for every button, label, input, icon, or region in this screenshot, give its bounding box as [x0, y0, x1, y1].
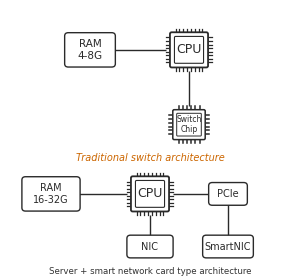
FancyBboxPatch shape [209, 183, 247, 205]
Text: SmartNIC: SmartNIC [205, 242, 251, 252]
Text: Switch
Chip: Switch Chip [176, 115, 202, 134]
FancyBboxPatch shape [175, 37, 204, 63]
Text: PCIe: PCIe [217, 189, 239, 199]
FancyBboxPatch shape [170, 32, 208, 67]
Text: Traditional switch architecture: Traditional switch architecture [76, 153, 224, 163]
FancyBboxPatch shape [173, 110, 205, 140]
Text: Server + smart network card type architecture: Server + smart network card type archite… [49, 267, 251, 276]
FancyBboxPatch shape [127, 235, 173, 258]
Text: RAM
4-8G: RAM 4-8G [77, 39, 103, 61]
Text: NIC: NIC [142, 242, 158, 252]
Text: RAM
16-32G: RAM 16-32G [33, 183, 69, 205]
Text: CPU: CPU [176, 43, 202, 56]
FancyBboxPatch shape [203, 235, 254, 258]
FancyBboxPatch shape [177, 113, 201, 136]
Text: CPU: CPU [137, 188, 163, 200]
FancyBboxPatch shape [65, 33, 115, 67]
FancyBboxPatch shape [131, 176, 169, 212]
FancyBboxPatch shape [22, 177, 80, 211]
FancyBboxPatch shape [136, 181, 164, 207]
